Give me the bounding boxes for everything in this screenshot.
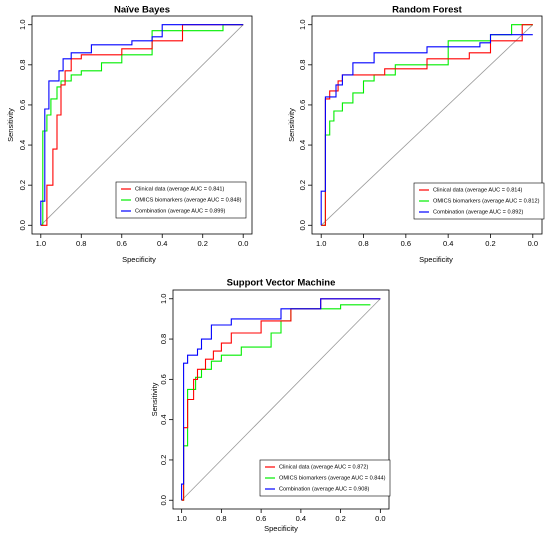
y-tick-label: 0.4 — [298, 140, 307, 150]
roc-panel: Support Vector Machine 1.0 0.8 0.6 0.4 0.2 0.0… — [150, 278, 391, 533]
diagonal-line — [40, 24, 244, 226]
x-tick-label: 1.0 — [176, 514, 186, 523]
legend-label: Clinical data (average AUC = 0.872) — [279, 464, 369, 470]
legend-label: OMICS biomarkers (average AUC = 0.844) — [279, 475, 386, 481]
y-tick-label: 0.6 — [298, 100, 307, 110]
x-tick-label: 1.0 — [36, 239, 46, 248]
y-tick-label: 0.6 — [18, 100, 27, 110]
x-axis-label: Specificity — [419, 255, 453, 264]
y-tick-label: 0.2 — [298, 180, 307, 190]
x-tick-label: 0.2 — [335, 514, 345, 523]
roc-panel: Naïve Bayes 1.0 0.8 0.6 0.4 0.2 0.0 0.0 0.2 0.4 0.… — [6, 5, 253, 264]
x-tick-label: 0.8 — [216, 514, 226, 523]
legend-label: Clinical data (average AUC = 0.814) — [433, 187, 523, 193]
diagonal-line — [181, 298, 381, 501]
series-line — [320, 34, 533, 226]
x-tick-label: 0.8 — [358, 239, 368, 248]
x-tick-label: 0.6 — [401, 239, 411, 248]
series-line — [40, 24, 244, 226]
x-tick-label: 0.0 — [238, 239, 248, 248]
x-tick-label: 0.8 — [76, 239, 86, 248]
chart-title: Random Forest — [392, 5, 463, 16]
y-axis-label: Sensitivity — [6, 108, 15, 142]
legend-label: Combination (average AUC = 0.908) — [279, 486, 369, 492]
x-tick-label: 1.0 — [316, 239, 326, 248]
legend-box — [115, 181, 247, 219]
y-tick-label: 1.0 — [18, 20, 27, 30]
legend-label: OMICS biomarkers (average AUC = 0.848) — [135, 197, 242, 203]
series-line — [40, 24, 244, 226]
x-axis-label: Specificity — [122, 255, 156, 264]
x-tick-label: 0.4 — [157, 239, 167, 248]
y-axis-label: Sensitivity — [150, 382, 159, 416]
roc-panel: Random Forest 1.0 0.8 0.6 0.4 0.2 0.0 0.0 0.2 0.4… — [287, 5, 545, 264]
series-line — [181, 298, 381, 501]
x-tick-label: 0.4 — [443, 239, 453, 248]
y-axis-label: Sensitivity — [287, 108, 296, 142]
plot-frame — [31, 15, 253, 235]
y-tick-label: 0.6 — [159, 374, 168, 384]
legend-label: Combination (average AUC = 0.899) — [135, 208, 225, 214]
y-tick-label: 1.0 — [159, 294, 168, 304]
y-tick-label: 0.0 — [298, 220, 307, 230]
y-tick-label: 0.2 — [18, 180, 27, 190]
x-tick-label: 0.4 — [296, 514, 306, 523]
x-tick-label: 0.0 — [375, 514, 385, 523]
legend-label: Combination (average AUC = 0.892) — [433, 209, 523, 215]
legend-label: OMICS biomarkers (average AUC = 0.812) — [433, 198, 540, 204]
series-line — [40, 24, 244, 226]
legend-box — [413, 182, 545, 220]
chart-title: Naïve Bayes — [114, 5, 170, 16]
y-tick-label: 0.0 — [18, 220, 27, 230]
series-line — [181, 298, 381, 501]
plot-frame — [172, 289, 390, 510]
y-tick-label: 0.4 — [18, 140, 27, 150]
x-tick-label: 0.2 — [485, 239, 495, 248]
legend-box — [259, 459, 391, 497]
plot-frame — [311, 15, 543, 235]
x-axis-label: Specificity — [264, 524, 298, 533]
y-tick-label: 1.0 — [298, 20, 307, 30]
diagonal-line — [320, 24, 534, 226]
y-tick-label: 0.8 — [18, 60, 27, 70]
x-tick-label: 0.6 — [256, 514, 266, 523]
y-tick-label: 0.8 — [298, 60, 307, 70]
y-tick-label: 0.4 — [159, 414, 168, 424]
y-tick-label: 0.8 — [159, 334, 168, 344]
x-tick-label: 0.2 — [198, 239, 208, 248]
chart-title: Support Vector Machine — [227, 278, 336, 289]
y-tick-label: 0.2 — [159, 455, 168, 465]
x-tick-label: 0.0 — [528, 239, 538, 248]
y-tick-label: 0.0 — [159, 495, 168, 505]
legend-label: Clinical data (average AUC = 0.841) — [135, 186, 225, 192]
x-tick-label: 0.6 — [117, 239, 127, 248]
